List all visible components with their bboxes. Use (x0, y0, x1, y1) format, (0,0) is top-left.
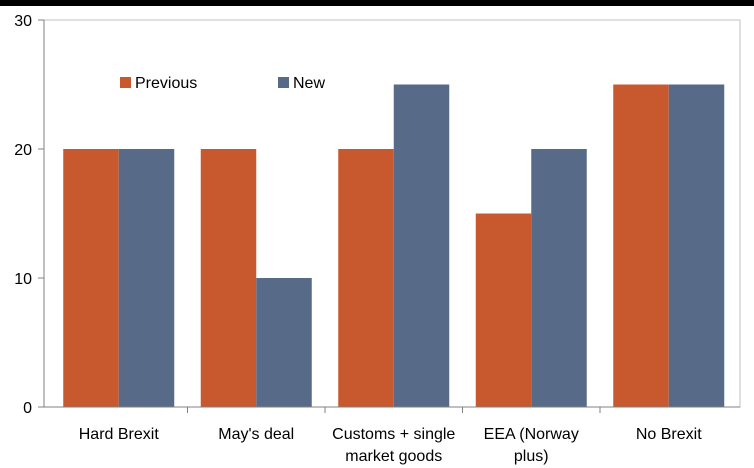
legend-swatch-previous (120, 77, 131, 88)
top-border-bar (0, 0, 754, 6)
x-category-label: May's deal (218, 426, 294, 443)
bar-previous (613, 84, 669, 407)
x-category-label: EEA (Norway (484, 426, 579, 443)
x-category-label: Customs + single (332, 426, 455, 443)
y-tick-label: 20 (14, 142, 32, 159)
x-category-label: Hard Brexit (79, 426, 160, 443)
legend: Previous New (120, 75, 325, 92)
bar-previous (338, 149, 394, 407)
y-tick-label: 10 (14, 271, 32, 288)
bar-previous (200, 149, 257, 407)
bar-new (256, 278, 312, 407)
legend-label-new: New (293, 75, 325, 92)
bars-group (63, 84, 725, 407)
bar-new (668, 84, 725, 407)
bar-previous (475, 213, 532, 407)
legend-swatch-new (278, 77, 289, 88)
y-tick-label: 30 (14, 13, 32, 30)
axes-group: 0 10 20 30 Hard Brexit May's deal Customs + si… (14, 13, 740, 465)
y-tick-label: 0 (23, 400, 32, 417)
bar-new (118, 149, 175, 407)
legend-label-previous: Previous (135, 75, 197, 92)
bar-new (531, 149, 587, 407)
x-category-label: No Brexit (636, 426, 702, 443)
bar-new (393, 84, 450, 407)
x-category-label: market goods (345, 448, 442, 465)
bar-previous (63, 149, 119, 407)
x-category-label: plus) (514, 448, 549, 465)
